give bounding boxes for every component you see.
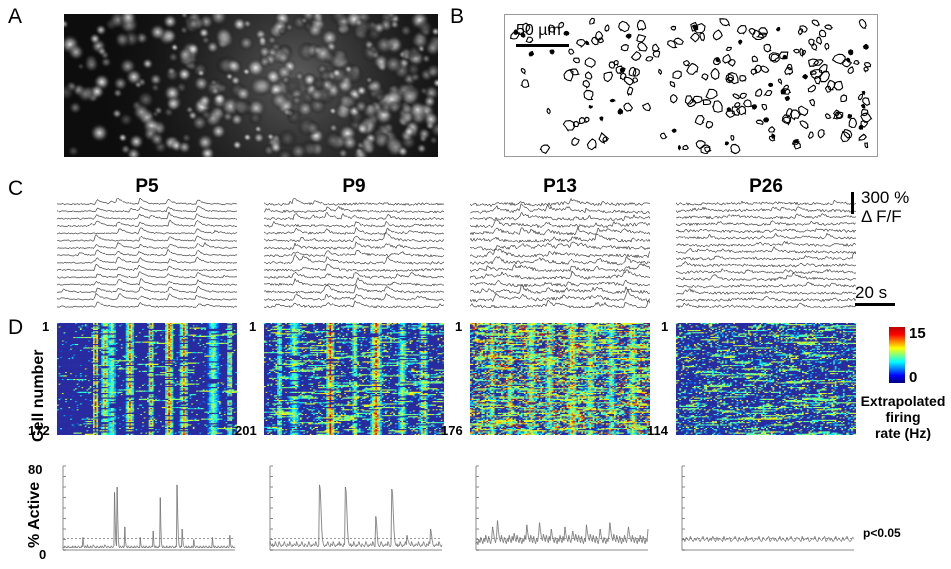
panel-b-scalebar-label: 50 µm	[516, 22, 561, 39]
time-scalebar-label: 20 s	[855, 283, 888, 302]
heatmap-p13	[470, 323, 650, 435]
significance-threshold-label: p<0.05	[863, 526, 901, 540]
panel-letter-c: C	[8, 177, 24, 200]
heatmap-p5	[57, 323, 237, 435]
percent-active-plot-p13	[470, 462, 650, 562]
amplitude-scalebar	[851, 192, 854, 214]
panel-a-fluorescence-image	[64, 14, 438, 157]
panel-b-frame	[504, 14, 878, 157]
age-label-p26: P26	[749, 176, 783, 197]
panel-letter-d: D	[8, 316, 24, 339]
colorbar-caption-line2: firing	[885, 409, 921, 425]
time-scalebar	[855, 303, 895, 306]
panel-c-traces-p9	[264, 198, 444, 308]
panel-letter-a: A	[8, 5, 23, 28]
heatmap-p9-cell-last: 201	[235, 423, 257, 438]
percent-active-ymin: 0	[39, 547, 47, 562]
percent-active-plot-p5	[57, 462, 237, 562]
heatmap-p5-cell-last: 172	[28, 423, 50, 438]
heatmap-p13-cell-first: 1	[455, 319, 463, 334]
heatmap-p9	[264, 323, 444, 435]
panel-b-cell-outline-map	[505, 15, 877, 156]
panel-c-traces-p5	[57, 198, 237, 308]
heatmap-p5-cell-first: 1	[42, 319, 50, 334]
heatmap-p26	[676, 323, 856, 435]
age-label-p9: P9	[342, 176, 366, 197]
colorbar-caption-line3: rate (Hz)	[874, 425, 931, 441]
heatmap-p26-cell-last: 114	[647, 423, 668, 438]
heatmap-p13-cell-last: 176	[441, 423, 463, 438]
colorbar-caption-line1: Extrapolated	[860, 393, 946, 409]
amplitude-scalebar-label-units: Δ F/F	[861, 207, 902, 226]
percent-active-plot-p26	[676, 462, 856, 562]
amplitude-scalebar-label-value: 300 %	[861, 188, 910, 207]
percent-active-plot-p9	[264, 462, 444, 562]
age-label-p5: P5	[135, 176, 159, 197]
colorbar-max-label: 15	[909, 325, 926, 342]
colorbar-min-label: 0	[909, 369, 918, 386]
percent-active-ylabel: % Active	[26, 481, 43, 548]
panel-letter-b: B	[450, 5, 465, 28]
colorbar-gradient	[889, 327, 905, 383]
heatmap-p9-cell-first: 1	[249, 319, 257, 334]
panel-c-traces-p26	[676, 198, 856, 308]
panel-c-traces-p13	[470, 198, 650, 308]
percent-active-ymax: 80	[28, 462, 43, 477]
age-label-p13: P13	[543, 176, 577, 197]
heatmap-p26-cell-first: 1	[661, 319, 669, 334]
panel-b-scalebar	[516, 44, 569, 47]
